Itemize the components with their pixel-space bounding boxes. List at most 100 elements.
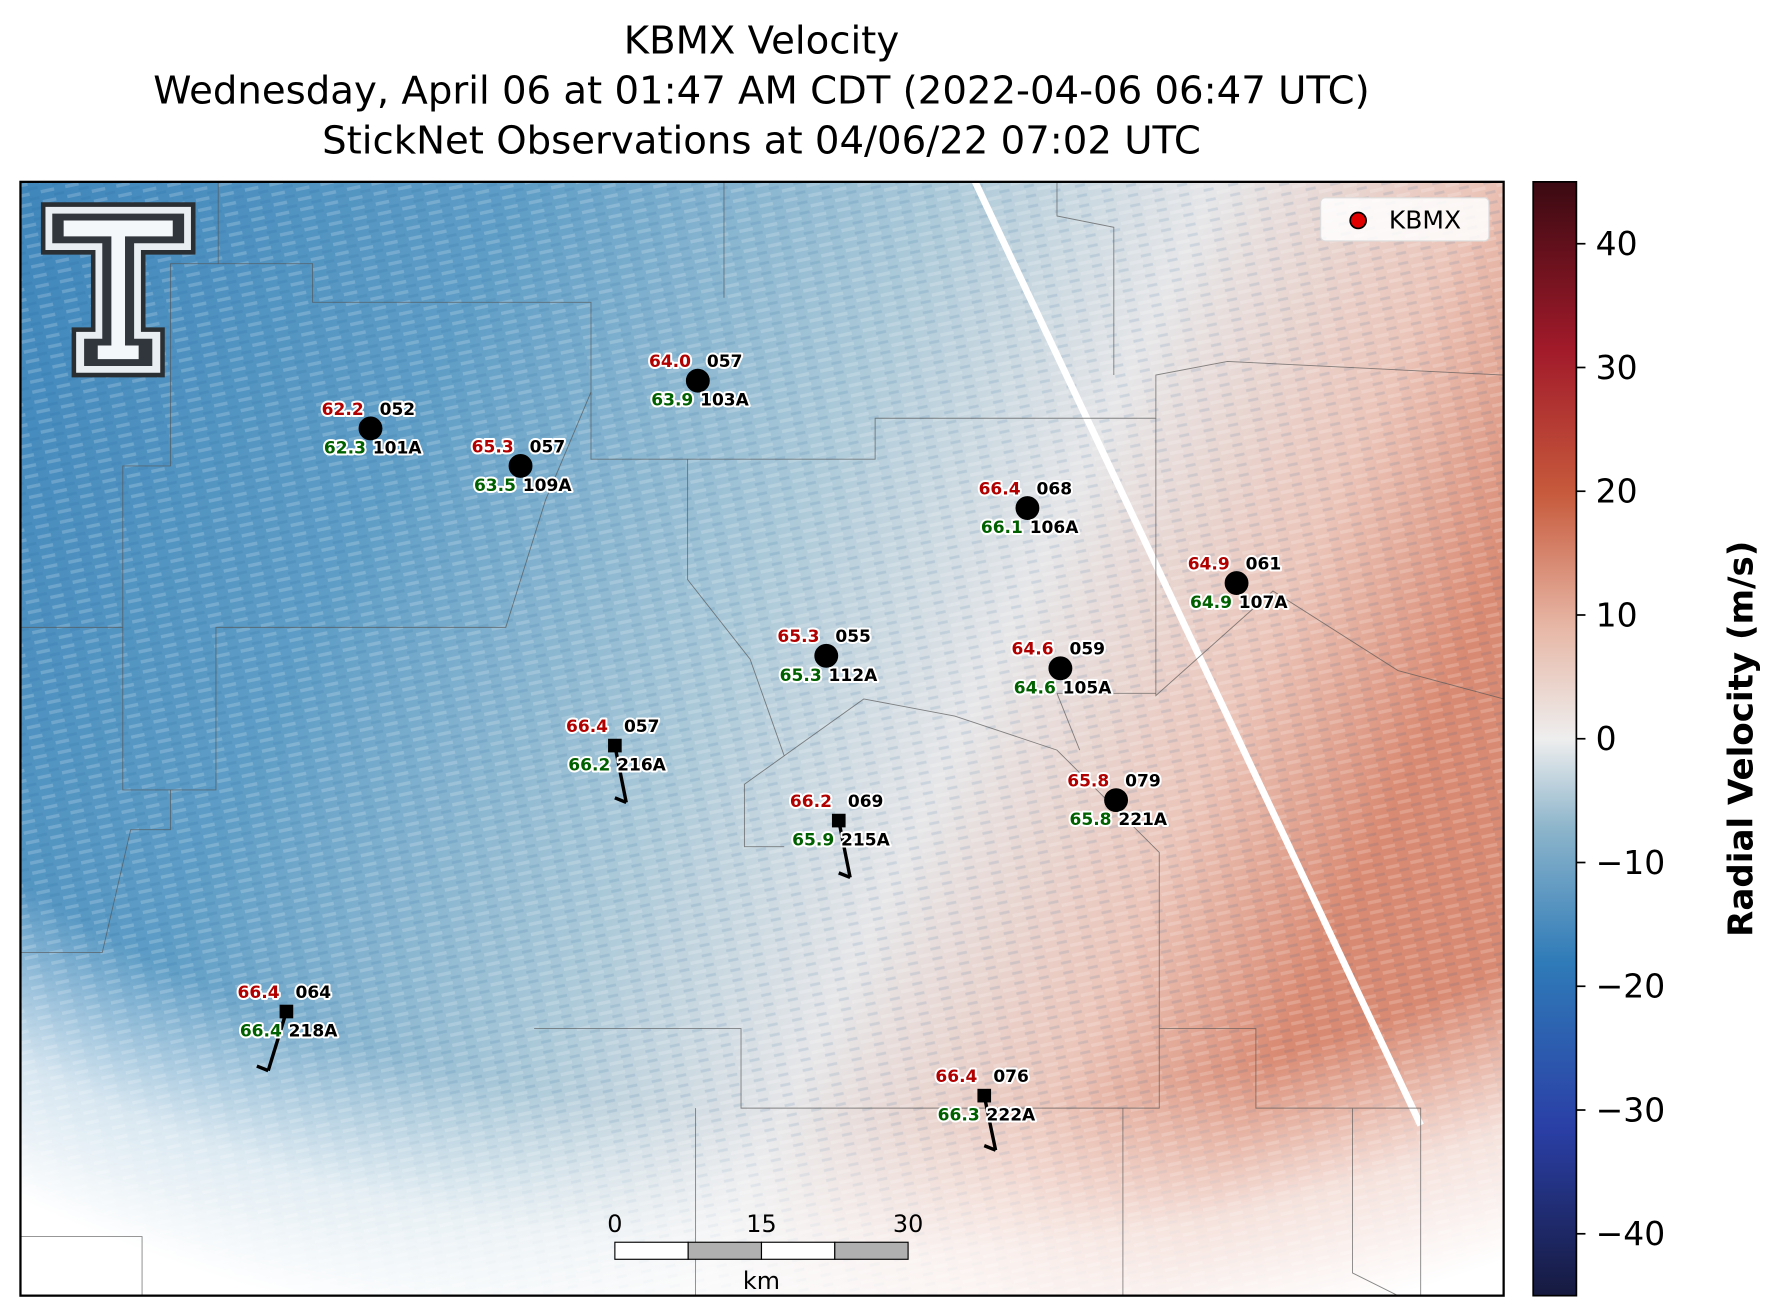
station-code: 052 [380,400,416,420]
station-code: 055 [835,627,871,647]
temperature: 66.4 [935,1067,977,1087]
dewpoint: 65.9 [792,831,834,851]
scale-tick-label: 15 [746,1210,776,1238]
colorbar-tick-label: 30 [1596,348,1638,387]
dewpoint: 63.5 [474,476,516,496]
title-line: KBMX Velocity [624,18,899,63]
legend: KBMX [1320,197,1490,242]
station-code: 064 [295,983,331,1003]
station: 66.4 068 66.1 106A [977,477,1082,540]
county-lines [20,181,1504,1296]
wind-barb [837,820,852,878]
scale-segment [760,1241,836,1260]
station-code: 057 [624,717,660,737]
wind-barb [266,1011,289,1072]
temperature: 65.3 [777,627,819,647]
station-marker [608,738,622,753]
station-code: 061 [1246,554,1282,574]
dewpoint: 64.6 [1014,678,1056,698]
legend-label: KBMX [1389,205,1461,234]
wind-barb [613,745,628,803]
station-marker [1048,656,1073,681]
station-id: 112A [829,666,879,686]
scale-unit: km [743,1267,780,1295]
university-logo [40,202,196,378]
station-code: 057 [707,352,743,372]
station-marker [358,416,383,441]
wind-barb-flag [614,796,627,804]
station-code: 057 [530,437,566,457]
dewpoint: 63.9 [651,391,693,411]
temperature: 65.3 [472,437,514,457]
scale-tick-label: 0 [607,1210,622,1238]
colorbar: 40 30 20 10 0 −10 −20 −30 −40 Radial Velocity (m/… [1532,180,1762,1297]
colorbar-tick-label: −10 [1596,843,1666,882]
colorbar-tick-label: −20 [1596,967,1666,1006]
station-id: 222A [987,1106,1037,1126]
dewpoint: 65.8 [1070,810,1112,830]
beam-blockage [972,181,1424,1127]
temperature: 64.6 [1012,640,1054,660]
dewpoint: 62.3 [324,438,366,458]
temperature: 66.4 [566,717,608,737]
station-id: 216A [617,756,667,776]
map-frame [19,180,1505,1297]
dewpoint: 66.1 [981,518,1023,538]
station-marker [279,1004,294,1019]
scale-segment [614,1241,689,1260]
station: 62.2 052 62.3 101A [320,398,425,461]
station-marker [1104,788,1129,813]
station: 64.6 059 64.6 105A [1010,638,1115,701]
station-id: 105A [1063,678,1113,698]
station-code: 069 [848,792,884,812]
station: 66.4 076 66.3 222A [933,1065,1038,1152]
station-code: 059 [1069,640,1105,660]
station: 66.2 069 65.9 215A [788,790,893,879]
station-marker [831,813,846,828]
scale-segment [834,1241,909,1260]
station: 65.3 055 65.3 112A [775,625,880,688]
wind-barb [982,1095,998,1151]
station-marker [685,368,710,393]
wind-barb-flag [256,1064,269,1073]
temperature: 64.0 [649,352,691,372]
station-code: 079 [1125,771,1161,791]
dewpoint: 66.3 [938,1106,980,1126]
scale-bar: 0 15 30 km [607,1210,923,1295]
station-marker [508,454,533,478]
colorbar-label: Radial Velocity (m/s) [1722,541,1762,937]
station-id: 101A [373,438,423,458]
no-data-area [20,181,1504,1296]
title-line: StickNet Observations at 04/06/22 07:02 … [322,118,1201,163]
radar-map: 64.0 057 63.9 103A 62.2 052 62.3 101A 65.3 057 63.… [20,181,1504,1296]
temperature: 66.4 [238,983,280,1003]
station-code: 076 [993,1067,1029,1087]
legend-box [1320,197,1490,242]
colorbar-tick-label: 40 [1596,224,1638,263]
station: 64.0 057 63.9 103A [647,350,752,413]
colorbar-gradient [1532,180,1578,1297]
station-marker [1224,571,1249,595]
dewpoint: 65.3 [780,666,822,686]
station-id: 218A [289,1022,339,1042]
dewpoint: 66.2 [568,756,610,776]
station-id: 221A [1118,810,1168,830]
station-id: 103A [700,391,750,411]
station: 66.4 064 66.4 218A [236,981,340,1073]
temperature: 65.8 [1067,771,1109,791]
station-id: 106A [1030,518,1080,538]
colorbar-tick-label: −30 [1596,1090,1666,1129]
station-marker [814,643,839,668]
title-line: Wednesday, April 06 at 01:47 AM CDT (202… [153,68,1369,113]
station: 65.3 057 63.5 109A [470,435,575,498]
scale-segment [687,1241,763,1260]
temperature: 62.2 [322,400,364,420]
station-id: 107A [1239,593,1289,613]
scale-tick-label: 30 [893,1210,923,1238]
station: 64.9 061 64.9 107A [1186,552,1291,615]
temperature: 64.9 [1188,554,1230,574]
title-block: KBMX Velocity Wednesday, April 06 at 01:4… [153,18,1369,163]
stations: 64.0 057 63.9 103A 62.2 052 62.3 101A 65.3 057 63.… [236,350,1291,1152]
temperature: 66.2 [790,792,832,812]
